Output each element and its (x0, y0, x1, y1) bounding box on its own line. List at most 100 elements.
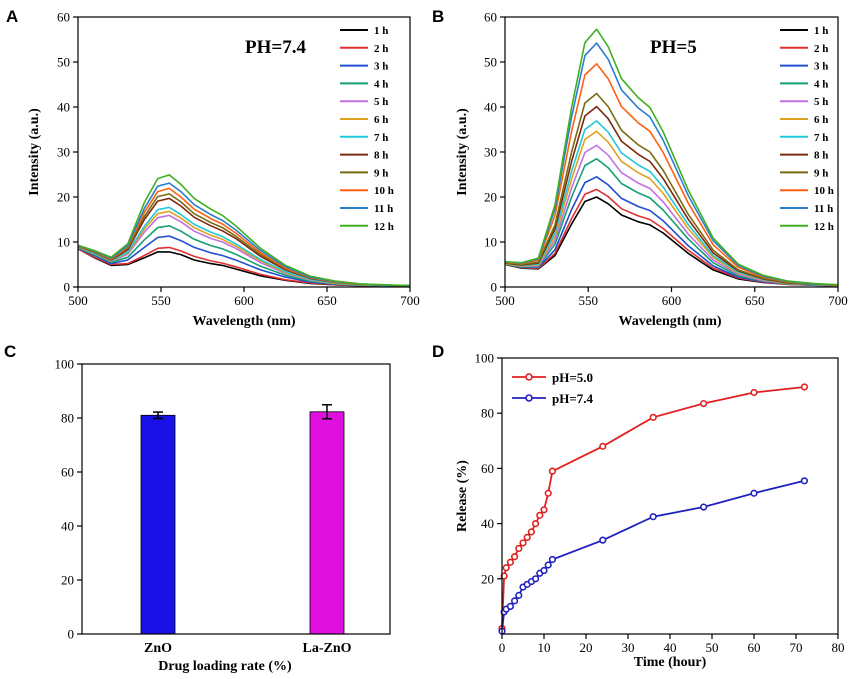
y-tick-label: 40 (481, 516, 494, 531)
spectrum-line (504, 62, 839, 286)
panel-b-series (504, 28, 839, 287)
legend-label: 1 h (374, 25, 388, 37)
legend-label: 11 h (374, 203, 393, 215)
release-point (531, 519, 540, 528)
category-label: La-ZnO (302, 641, 351, 656)
panel-d-y-ticks: 20 40 60 80 100 (475, 351, 502, 586)
x-tick-label: 10 (538, 640, 551, 655)
legend-marker (525, 394, 533, 402)
panel-b-legend: 1 h 2 h 3 h 4 h 5 h 6 h 7 h 8 h 9 h 10 h 11 h 12 h (780, 25, 834, 233)
x-tick-label: 650 (317, 293, 337, 308)
legend-label: 8 h (814, 150, 828, 162)
release-point (519, 539, 527, 547)
y-tick-label: 80 (61, 411, 74, 426)
panel-a-x-title: Wavelength (nm) (192, 314, 295, 329)
legend-label: 9 h (374, 167, 388, 179)
x-tick-label: 80 (832, 640, 845, 655)
release-point (502, 564, 510, 572)
spectrum-line (504, 144, 839, 287)
panel-c-x-title: Drug loading rate (%) (158, 659, 292, 674)
release-point (548, 555, 557, 564)
legend-label: 1 h (814, 25, 828, 37)
bar (309, 411, 345, 635)
legend-label: 5 h (814, 96, 828, 108)
x-tick-label: 70 (790, 640, 803, 655)
y-tick-label: 60 (61, 465, 74, 480)
panel-b-chart: 500 550 600 650 700 0 10 20 30 40 50 60 1 h 2 h 3 h 4… (455, 10, 848, 330)
spectrum-line (504, 42, 839, 286)
panel-b-x-ticks: 500 550 600 650 700 (495, 287, 848, 308)
panel-d-legend: pH=5.0 pH=7.4 (512, 370, 593, 406)
panel-c-frame (81, 363, 391, 635)
x-tick-label: 50 (706, 640, 719, 655)
x-tick-label: 600 (662, 293, 682, 308)
x-tick-label: 650 (745, 293, 765, 308)
y-tick-label: 50 (57, 55, 70, 70)
spectrum-line (504, 28, 839, 286)
panel-a-frame (77, 16, 411, 288)
release-point (699, 399, 708, 408)
legend-label: 2 h (814, 43, 828, 55)
y-tick-label: 60 (481, 461, 494, 476)
panel-c-categories: ZnO La-ZnO (144, 641, 352, 656)
panel-b-letter: B (432, 7, 444, 26)
legend-label: 2 h (374, 43, 388, 55)
panel-a-y-ticks: 0 10 20 30 40 50 60 (57, 10, 78, 295)
panel-b-x-title: Wavelength (nm) (618, 314, 721, 329)
panel-b-ph-label: PH=5 (650, 37, 697, 58)
y-tick-label: 100 (55, 357, 75, 372)
y-tick-label: 50 (484, 55, 497, 70)
x-tick-label: 550 (151, 293, 171, 308)
y-tick-label: 0 (64, 280, 71, 295)
legend-label: 7 h (814, 132, 828, 144)
release-point (531, 575, 540, 583)
release-point (523, 533, 531, 542)
release-point (544, 561, 552, 569)
y-tick-label: 30 (484, 145, 497, 160)
y-tick-label: 20 (481, 571, 494, 586)
y-tick-label: 10 (57, 235, 70, 250)
panel-c-chart: 0 20 40 60 80 100 ZnO La-ZnO Drug loading rate… (55, 357, 391, 674)
release-point (649, 513, 657, 521)
x-tick-label: 550 (579, 293, 599, 308)
legend-label: 4 h (814, 78, 828, 90)
legend-label: 7 h (374, 132, 388, 144)
y-tick-label: 60 (57, 10, 70, 25)
panel-c-y-ticks: 0 20 40 60 80 100 (55, 357, 82, 642)
bar (140, 414, 176, 635)
panel-a-chart: 500 550 600 650 700 0 10 20 30 40 50 60 1 h 2 h 3 h 4… (27, 10, 420, 330)
release-point (800, 383, 809, 391)
legend-label: 8 h (374, 150, 388, 162)
panel-a-ph-label: PH=7.4 (245, 37, 306, 58)
x-tick-label: 600 (234, 293, 254, 308)
panel-d-y-title: Release (%) (455, 460, 470, 532)
y-tick-label: 20 (61, 573, 74, 588)
release-point (510, 553, 519, 561)
release-point (544, 489, 552, 497)
x-tick-label: 700 (828, 293, 848, 308)
x-tick-label: 500 (495, 293, 515, 308)
y-tick-label: 100 (475, 351, 495, 366)
release-line (501, 479, 805, 632)
legend-label: 11 h (814, 203, 833, 215)
panel-b-frame (504, 16, 839, 288)
release-point (750, 388, 758, 397)
legend-label: 4 h (374, 78, 388, 90)
spectrum-line (504, 105, 839, 286)
release-point (500, 572, 508, 580)
category-label: ZnO (144, 641, 172, 656)
panel-d-letter: D (432, 342, 444, 361)
y-tick-label: 40 (61, 519, 74, 534)
panel-c-bars (140, 404, 345, 635)
x-tick-label: 700 (400, 293, 420, 308)
x-tick-label: 40 (664, 640, 677, 655)
y-tick-label: 0 (491, 280, 498, 295)
release-point (750, 489, 758, 497)
legend-label: pH=7.4 (552, 391, 593, 406)
y-tick-label: 0 (68, 627, 75, 642)
spectrum-line (77, 174, 411, 287)
release-line (501, 386, 805, 629)
release-point (527, 528, 536, 536)
release-point (699, 503, 708, 511)
spectrum-line (504, 92, 839, 286)
